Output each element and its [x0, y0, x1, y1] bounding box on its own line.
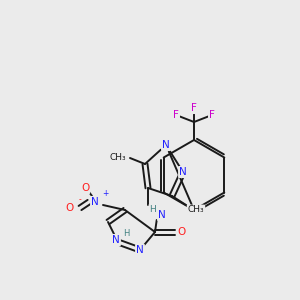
- Text: N: N: [162, 140, 170, 150]
- Text: -: -: [79, 196, 81, 205]
- Text: O: O: [178, 227, 186, 237]
- Text: N: N: [112, 235, 120, 245]
- Text: N: N: [136, 245, 144, 255]
- Text: H: H: [150, 205, 156, 214]
- Text: H: H: [123, 230, 129, 238]
- Text: CH₃: CH₃: [110, 154, 126, 163]
- Text: N: N: [158, 210, 166, 220]
- Text: CH₃: CH₃: [188, 206, 204, 214]
- Text: N: N: [179, 167, 187, 177]
- Text: +: +: [102, 190, 108, 199]
- Text: N: N: [91, 197, 99, 207]
- Text: F: F: [173, 110, 179, 120]
- Text: O: O: [81, 183, 89, 193]
- Text: F: F: [209, 110, 215, 120]
- Text: F: F: [191, 103, 197, 113]
- Text: O: O: [66, 203, 74, 213]
